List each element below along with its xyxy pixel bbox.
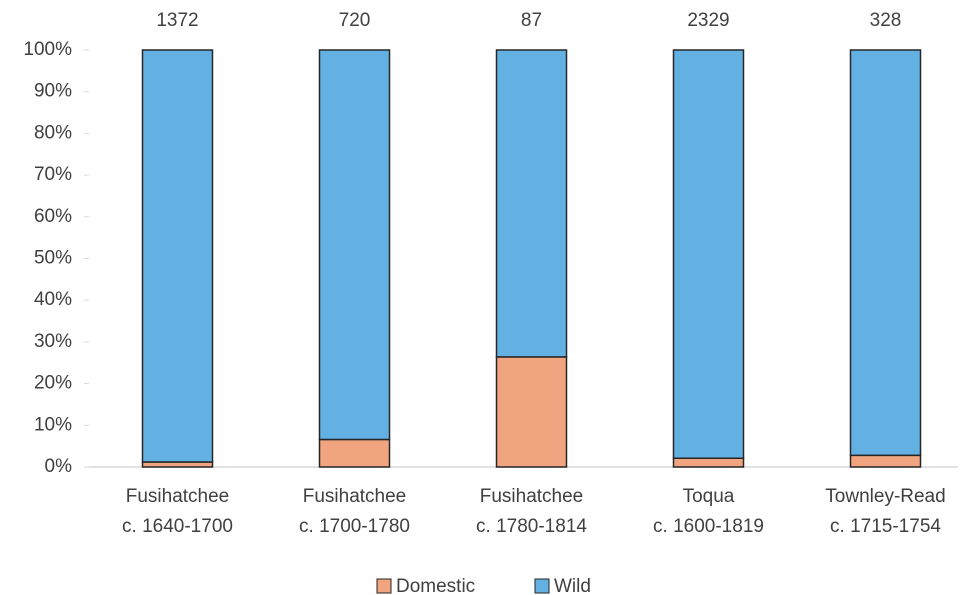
bar-segment — [495, 49, 568, 358]
y-tick-label: 90% — [34, 81, 72, 102]
y-tick-label: 0% — [45, 456, 73, 477]
legend-label: Domestic — [396, 576, 475, 595]
legend-swatch — [376, 578, 392, 594]
x-tick-label: c. 1600-1819 — [653, 516, 764, 537]
y-tick-label: 30% — [34, 331, 72, 352]
y-tick-label: 40% — [34, 289, 72, 310]
x-tick-label: Fusihatchee — [480, 486, 584, 507]
x-tick-label: c. 1700-1780 — [299, 516, 410, 537]
x-tick-label: c. 1640-1700 — [122, 516, 233, 537]
y-tick-label: 70% — [34, 164, 72, 185]
bar-segment — [141, 49, 214, 463]
bar-segment — [849, 49, 922, 457]
bar-segment — [672, 49, 745, 459]
bar-segment — [141, 461, 214, 468]
x-tick-label: c. 1715-1754 — [830, 516, 941, 537]
y-tick-label: 100% — [23, 39, 72, 60]
bar-segment — [318, 438, 391, 468]
legend-label: Wild — [554, 576, 591, 595]
total-label: 87 — [521, 10, 542, 31]
total-label: 1372 — [156, 10, 198, 31]
total-label: 328 — [870, 10, 902, 31]
x-tick-label: Fusihatchee — [303, 486, 407, 507]
y-tick-label: 80% — [34, 122, 72, 143]
legend-swatch — [534, 578, 550, 594]
x-tick-label: c. 1780-1814 — [476, 516, 587, 537]
x-tick-label: Townley-Read — [825, 486, 945, 507]
bar-segment — [495, 356, 568, 468]
y-tick-label: 20% — [34, 373, 72, 394]
y-tick-label: 60% — [34, 206, 72, 227]
total-label: 720 — [339, 10, 371, 31]
bar-segment — [318, 49, 391, 441]
bar-segment — [672, 457, 745, 468]
bar-segment — [849, 454, 922, 468]
y-tick-label: 10% — [34, 414, 72, 435]
x-tick-label: Toqua — [683, 486, 735, 507]
x-tick-label: Fusihatchee — [126, 486, 230, 507]
y-tick-label: 50% — [34, 248, 72, 269]
total-label: 2329 — [687, 10, 729, 31]
